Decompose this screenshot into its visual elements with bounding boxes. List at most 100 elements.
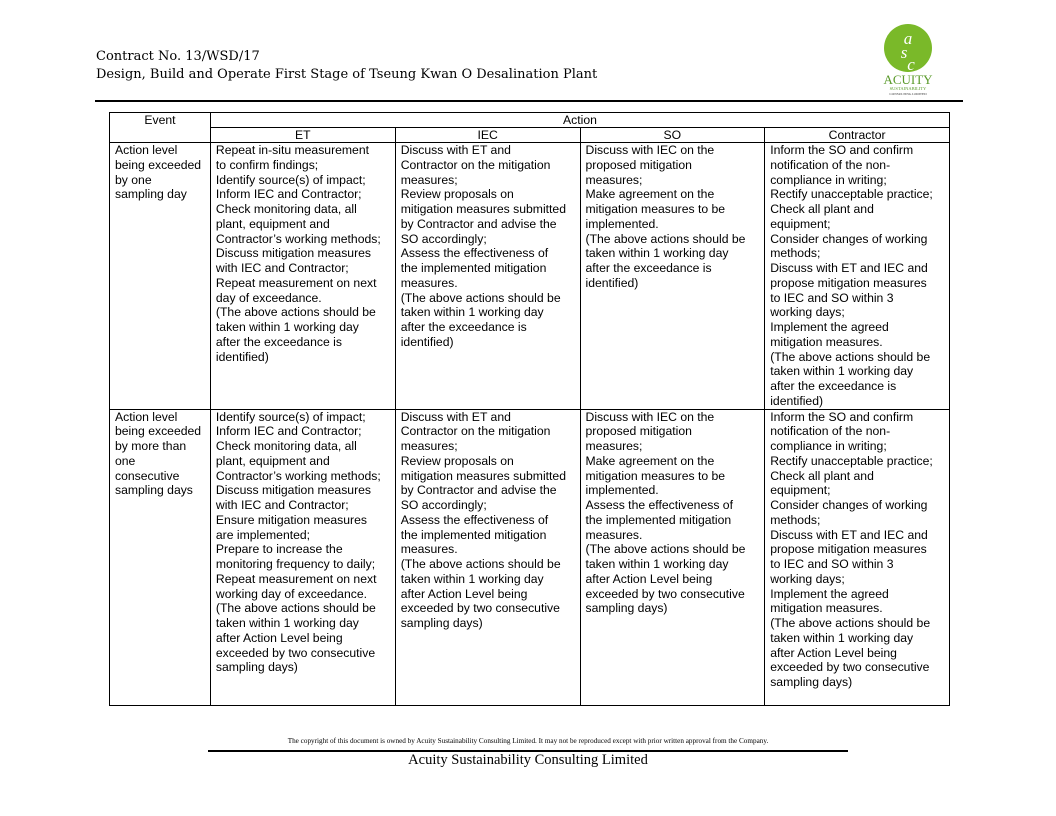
event-cell: Action level being exceeded by more than on… [109,408,211,706]
cell-line: measures; [400,439,458,453]
cell-line: exceeded by two consecutive [770,660,930,675]
cell-line: measures. [400,275,458,290]
cell-line: equipment; [770,483,831,498]
contract-number: Contract No. 13/WSD/17 [96,49,260,64]
cell-line: Discuss with ET and [400,409,511,424]
cell-line: to IEC and SO within 3 [770,557,894,571]
cell-line: being exceeded [115,157,202,172]
cell-line: Repeat measurement on next [215,275,377,290]
cell-line: after the exceedance is [585,261,712,275]
cell-line: Assess the effectiveness of [400,512,549,527]
cell-line: Contractor’s working methods; [215,231,381,246]
cell-line: to IEC and SO within 3 [770,290,894,305]
cell-line: Implement the agreed [770,320,889,334]
cell-line: working day of exceedance. [215,586,367,601]
cell-line: proposed mitigation [585,424,692,439]
action-cell-iec: Discuss with ET and Contractor on the mit… [394,142,581,410]
cell-line: sampling days) [215,660,298,675]
cell-line: sampling day [115,187,187,202]
cell-line: Discuss with IEC on the [585,409,715,424]
cell-line: methods; [770,512,821,527]
cell-line: by Contractor and advise the [400,216,557,231]
cell-line: notification of the non- [770,157,891,172]
cell-line: notification of the non- [770,424,891,439]
cell-line: measures; [585,172,643,187]
footer-divider [208,750,848,752]
cell-line: taken within 1 working day [585,557,729,571]
event-header: Event [109,112,211,143]
cell-line: Consider changes of working [770,231,928,246]
cell-line: Discuss with ET and IEC and [770,527,928,542]
cell-line: after Action Level being [215,630,343,645]
cell-line: methods; [770,246,821,261]
cell-line: (The above actions should be [215,305,376,320]
cell-line: Prepare to increase the [215,542,343,557]
cell-line: plant, equipment and [215,216,330,231]
cell-line: mitigation measures. [770,601,883,616]
cell-line: mitigation measures to be [585,468,726,483]
cell-line: Implement the agreed [770,586,889,601]
cell-line: working days; [770,305,845,320]
cell-line: (The above actions should be [400,557,561,571]
cell-line: being exceeded [115,424,202,439]
cell-line: SO accordingly; [400,231,487,246]
cell-line: Rectify unacceptable practice; [770,453,933,468]
cell-line: identified) [770,393,824,408]
action-cell-contractor: Inform the SO and confirm notification of… [764,408,950,706]
cell-line: Discuss mitigation measures [215,483,372,498]
header-divider [95,100,963,102]
cell-line: (The above actions should be [585,231,746,246]
cell-line: after the exceedance is [400,320,527,334]
svg-text:c: c [907,55,915,74]
cell-line: Discuss mitigation measures [215,246,372,261]
cell-line: (The above actions should be [770,349,931,364]
event-cell: Action level being exceeded by one sampling… [109,142,211,410]
cell-line: Discuss with ET and [400,143,511,157]
svg-text:s: s [901,43,908,62]
cell-line: sampling days) [400,616,483,630]
cell-line: exceeded by two consecutive [215,645,376,660]
cell-line: mitigation measures submitted [400,202,566,216]
action-cell-so: Discuss with IEC on the proposed mitigati… [579,142,766,410]
cell-line: equipment; [770,216,831,231]
cell-line: mitigation measures to be [585,202,726,216]
cell-line: plant, equipment and [215,453,330,468]
cell-line: the implemented mitigation [400,261,547,275]
cell-line: consecutive [115,468,180,483]
cell-line: Make agreement on the [585,453,715,468]
cell-line: after the exceedance is [215,334,342,349]
cell-line: the implemented mitigation [400,527,547,542]
cell-line: exceeded by two consecutive [585,586,745,601]
column-header-iec: IEC [394,127,581,143]
cell-line: Check all plant and [770,202,874,216]
cell-line: sampling days) [770,675,853,689]
cell-line: sampling days [115,483,193,498]
cell-line: one [115,453,136,468]
cell-line: implemented. [585,483,659,498]
cell-line: identified) [585,275,639,290]
action-cell-so: Discuss with IEC on the proposed mitigati… [579,408,766,706]
action-cell-et: Repeat in-situ measurement to confirm fin… [209,142,396,410]
cell-line: Inform the SO and confirm [770,143,914,157]
column-header-contractor: Contractor [764,127,950,143]
column-header-et: ET [209,127,396,143]
cell-line: Rectify unacceptable practice; [770,187,933,202]
cell-line: day of exceedance. [215,290,322,305]
cell-line: measures. [400,542,458,557]
cell-line: Review proposals on [400,187,514,202]
footer-company: Acuity Sustainability Consulting Limited [408,752,648,768]
cell-line: SO accordingly; [400,498,487,512]
cell-line: implemented. [585,216,659,231]
cell-line: taken within 1 working day [400,571,544,586]
cell-line: exceeded by two consecutive [400,601,560,616]
cell-line: compliance in writing; [770,172,887,187]
action-plan-table: Event Action ET IEC SO Contractor Action… [109,112,951,706]
table-row: Action level being exceeded by more than on… [109,408,950,706]
cell-line: Contractor’s working methods; [215,468,381,483]
action-cell-iec: Discuss with ET and Contractor on the mit… [394,408,581,706]
cell-line: after Action Level being [770,645,897,660]
cell-line: Inform IEC and Contractor; [215,424,362,439]
svg-text:CONSULTING LIMITED: CONSULTING LIMITED [889,92,927,96]
cell-line: with IEC and Contractor; [215,261,349,275]
svg-text:SUSTAINABILITY: SUSTAINABILITY [890,86,927,91]
